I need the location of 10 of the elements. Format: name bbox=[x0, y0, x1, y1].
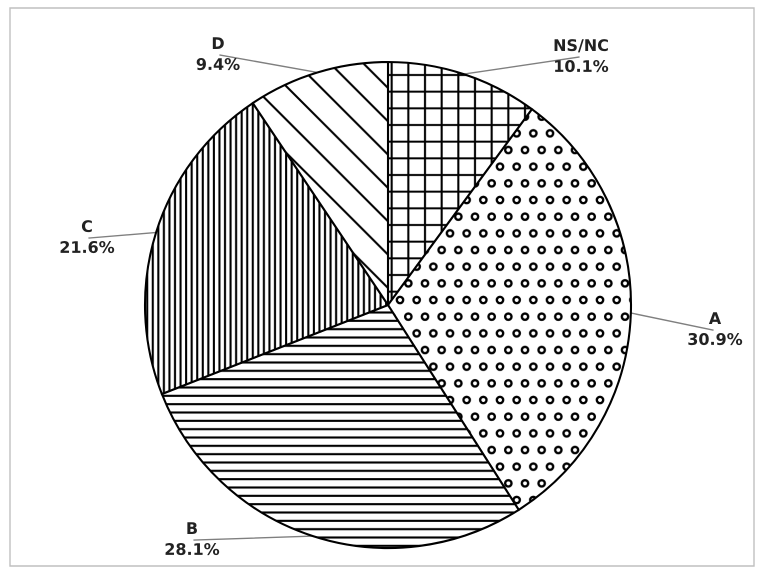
slice-label: B bbox=[187, 522, 197, 534]
data-label: 21.6% bbox=[60, 241, 114, 254]
slice-label: C bbox=[82, 220, 92, 232]
data-label: 30.9% bbox=[688, 333, 742, 346]
slice-label: D bbox=[212, 37, 224, 49]
data-label: 9.4% bbox=[196, 58, 240, 70]
slice-label: NS/NC bbox=[554, 39, 608, 52]
data-label: 28.1% bbox=[166, 543, 220, 556]
slice-label: A bbox=[708, 312, 722, 324]
data-label: 10.1% bbox=[555, 60, 608, 72]
